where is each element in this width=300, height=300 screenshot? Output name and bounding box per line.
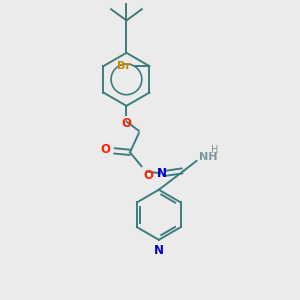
Text: H: H [211,145,218,155]
Text: NH: NH [200,152,218,162]
Text: O: O [122,117,131,130]
Text: O: O [101,143,111,156]
Text: Br: Br [117,61,130,71]
Text: N: N [158,167,167,180]
Text: N: N [154,244,164,256]
Text: O: O [144,169,154,182]
